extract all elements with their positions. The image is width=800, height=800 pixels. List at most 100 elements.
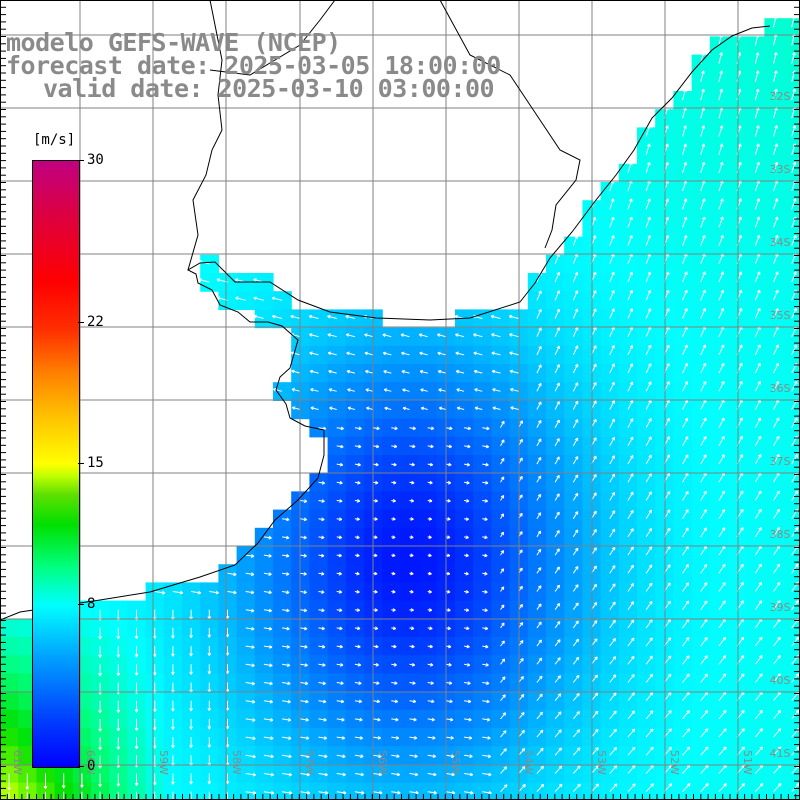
wind-arrow — [627, 710, 635, 720]
wind-speed-cell — [600, 527, 620, 547]
wind-arrow — [366, 407, 374, 410]
wind-speed-cell — [746, 546, 765, 565]
wind-speed-cell — [345, 309, 365, 329]
wind-speed-cell — [418, 400, 438, 420]
wind-arrow-head — [412, 444, 416, 448]
wind-arrow — [263, 754, 274, 758]
wind-speed-cell — [728, 746, 747, 765]
wind-arrow — [373, 791, 383, 794]
wind-arrow-head — [519, 603, 523, 607]
wind-speed-cell — [546, 673, 565, 693]
wind-arrow — [682, 417, 689, 428]
wind-arrow — [645, 454, 652, 465]
wind-arrow — [700, 746, 709, 756]
wind-arrow-head — [612, 565, 616, 568]
wind-arrow — [754, 563, 762, 574]
wind-arrow-head — [667, 582, 671, 585]
wind-speed-cell — [637, 746, 656, 765]
wind-speed-cell — [764, 182, 784, 201]
wind-arrow-head — [704, 636, 708, 640]
wind-arrow-head — [339, 499, 343, 502]
wind-speed-cell — [673, 509, 693, 529]
wind-speed-cell — [473, 400, 492, 420]
wind-arrow-head — [539, 693, 543, 696]
wind-arrow — [445, 754, 455, 757]
wind-arrow — [645, 363, 652, 374]
wind-arrow-head — [485, 462, 489, 466]
wind-speed-cell — [746, 746, 765, 765]
wind-arrow-head — [668, 691, 672, 694]
wind-arrow — [682, 454, 689, 465]
wind-arrow — [554, 693, 562, 702]
wind-speed-cell — [764, 273, 784, 292]
wind-speed-cell — [618, 364, 638, 383]
wind-arrow-head — [774, 125, 778, 128]
wind-arrow — [536, 290, 542, 301]
wind-arrow — [554, 456, 560, 465]
wind-arrow-head — [612, 619, 616, 622]
wind-arrow — [445, 427, 453, 430]
wind-arrow-head — [467, 663, 471, 666]
wind-arrow-head — [432, 754, 437, 757]
wind-arrow-head — [412, 681, 416, 684]
wind-arrow — [419, 334, 428, 338]
wind-arrow — [500, 458, 505, 465]
wind-speed-cell — [491, 637, 511, 656]
wind-arrow-head — [117, 654, 121, 658]
wind-arrow-head — [776, 435, 780, 439]
wind-arrow-head — [449, 426, 453, 430]
wind-arrow-head — [556, 584, 560, 587]
wind-arrow — [572, 419, 579, 428]
wind-speed-cell — [764, 691, 784, 711]
wind-arrow — [518, 694, 525, 702]
wind-arrow — [645, 253, 651, 265]
wind-arrow — [718, 326, 724, 337]
wind-arrow-head — [321, 499, 325, 502]
wind-speed-cell — [782, 418, 800, 438]
wind-arrow — [718, 618, 726, 629]
wind-arrow — [718, 527, 726, 538]
wind-speed-cell — [546, 509, 565, 529]
wind-speed-cell — [691, 182, 711, 201]
wind-speed-cell — [546, 691, 565, 711]
wind-arrow — [482, 736, 491, 739]
wind-arrow-head — [190, 744, 193, 748]
wind-arrow — [700, 527, 707, 538]
wind-arrow-head — [613, 747, 617, 749]
wind-arrow — [536, 675, 543, 683]
wind-arrow-head — [414, 754, 418, 757]
wind-speed-cell — [600, 673, 620, 693]
wind-arrow-head — [629, 418, 633, 421]
wind-arrow-head — [556, 566, 560, 569]
wind-arrow — [645, 381, 652, 392]
wind-arrow-head — [474, 407, 478, 411]
wind-arrow-head — [666, 362, 670, 366]
wind-arrow-head — [428, 571, 432, 575]
wind-speed-cell — [673, 109, 693, 128]
wind-arrow-head — [99, 747, 102, 751]
wind-arrow-head — [358, 663, 362, 666]
wind-speed-cell — [637, 327, 656, 347]
wind-arrow-head — [509, 352, 513, 355]
wind-arrow-head — [628, 161, 632, 165]
wind-arrow — [609, 418, 615, 428]
wind-arrow — [682, 509, 689, 519]
wind-arrow — [500, 476, 505, 483]
wind-speed-cell — [709, 182, 729, 201]
wind-speed-cell — [546, 618, 565, 638]
wind-speed-cell — [691, 72, 711, 92]
wind-arrow — [263, 663, 273, 667]
wind-arrow — [627, 783, 636, 793]
wind-speed-cell — [145, 782, 165, 800]
wind-arrow-head — [646, 143, 650, 147]
wind-arrow-head — [685, 582, 689, 585]
wind-arrow — [700, 637, 708, 647]
wind-arrow — [291, 388, 301, 392]
wind-speed-cell — [709, 91, 729, 110]
wind-arrow — [456, 388, 465, 392]
wind-arrow-head — [268, 554, 272, 557]
wind-arrow-head — [162, 590, 166, 594]
wind-arrow-head — [648, 564, 653, 567]
wind-arrow-head — [491, 334, 494, 337]
wind-speed-cell — [728, 436, 747, 456]
